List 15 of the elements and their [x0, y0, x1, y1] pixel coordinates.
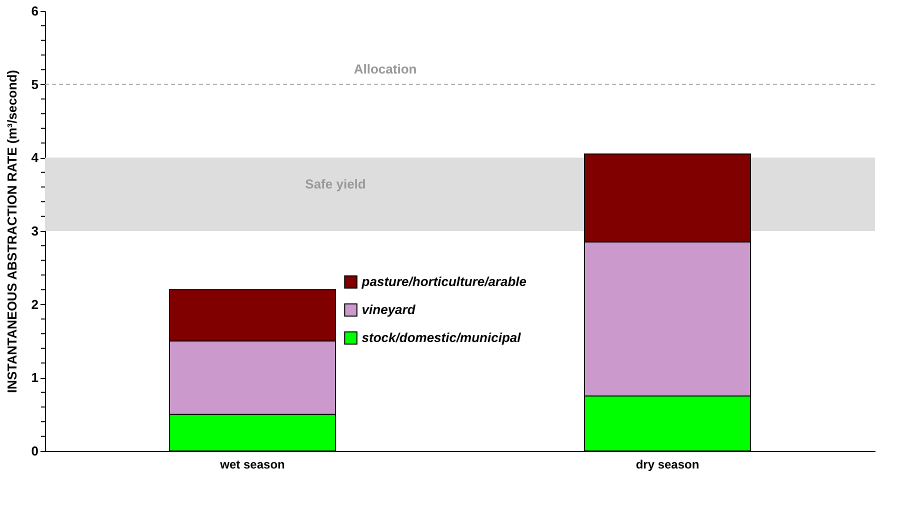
band-label: Safe yield: [305, 176, 366, 192]
x-tick-label: dry season: [636, 458, 700, 472]
y-tick-label: 1: [31, 370, 38, 386]
y-tick-label: 4: [31, 150, 40, 166]
legend-label: vineyard: [362, 302, 416, 317]
legend-label: pasture/horticulture/arable: [360, 274, 527, 289]
y-tick-label: 2: [31, 296, 38, 312]
y-tick-label: 0: [31, 444, 38, 458]
y-tick-label: 3: [31, 224, 38, 238]
y-axis-title: INSTANTANEOUS ABSTRACTION RATE (m³/second): [4, 70, 20, 394]
ref-line-label: Allocation: [354, 61, 417, 76]
x-tick-label: wet season: [219, 458, 285, 472]
legend-label: stock/domestic/municipal: [362, 330, 522, 345]
y-tick-label: 5: [31, 76, 38, 92]
y-tick-label: 6: [31, 4, 38, 18]
